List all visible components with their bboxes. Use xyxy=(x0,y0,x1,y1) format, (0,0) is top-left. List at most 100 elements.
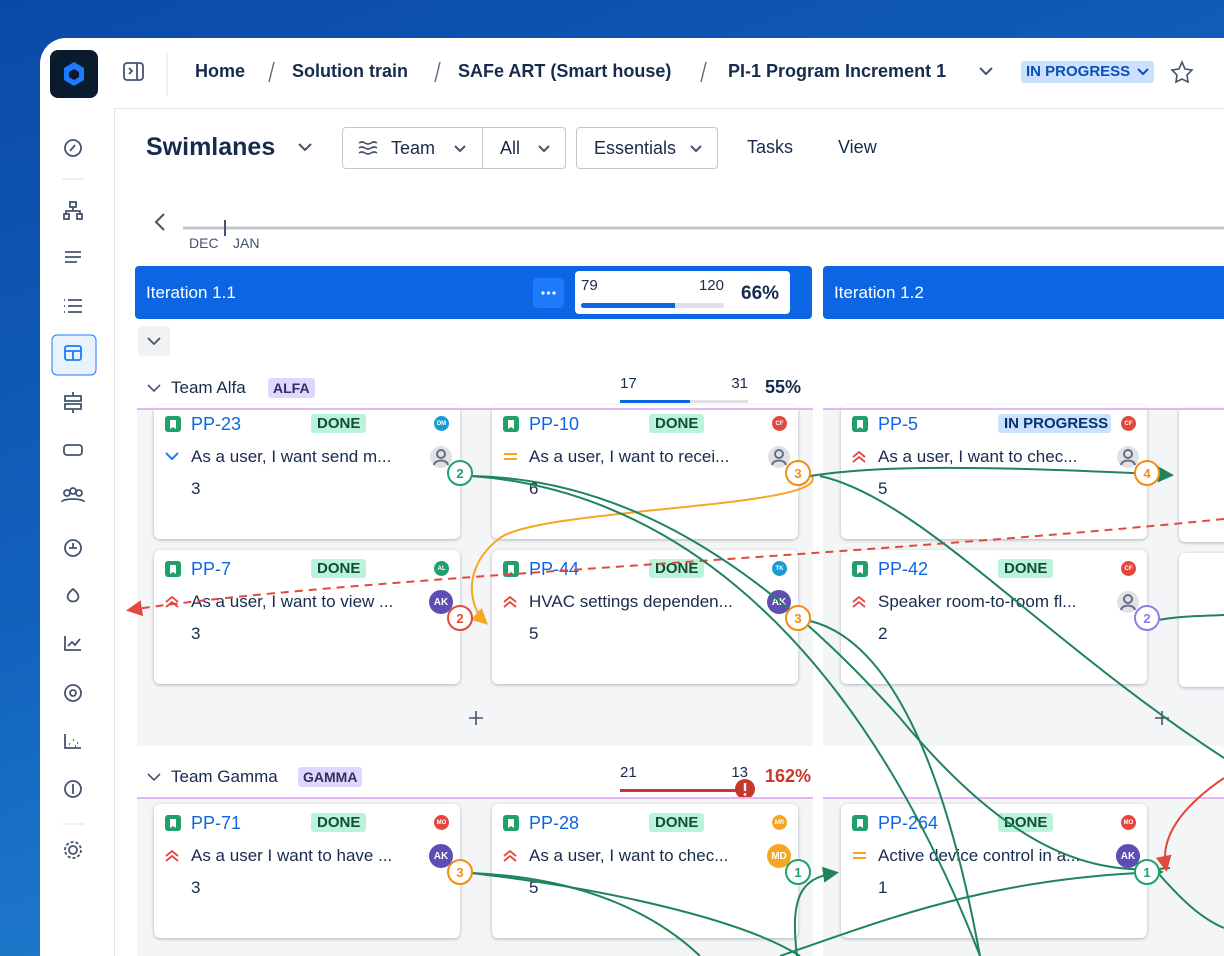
dependency-count[interactable]: 1 xyxy=(785,859,811,885)
warning-icon xyxy=(735,779,755,799)
issue-type-icon xyxy=(502,560,520,578)
tasks-button[interactable]: Tasks xyxy=(747,137,794,157)
filter-button[interactable]: All xyxy=(500,138,521,158)
group-button[interactable]: Team xyxy=(391,138,436,158)
story-points: 5 xyxy=(878,479,888,498)
priority-icon xyxy=(502,848,518,864)
breadcrumb-item[interactable]: Home xyxy=(195,61,246,81)
issue-summary: As a user, I want to recei... xyxy=(529,447,730,466)
status-badge: DONE xyxy=(649,559,705,578)
dependency-count[interactable]: 3 xyxy=(785,460,811,486)
issue-summary: As a user, I want to chec... xyxy=(529,846,729,865)
progress-track xyxy=(620,789,748,792)
dependency-count[interactable]: 3 xyxy=(447,859,473,885)
app-logo[interactable] xyxy=(50,50,98,98)
reporter-avatar: DM xyxy=(434,416,449,431)
card[interactable]: PP-71 DONE MO As a user I want to have ... A… xyxy=(154,804,473,938)
progress-track xyxy=(581,303,724,308)
iteration-header: Iteration 1.2 xyxy=(823,266,1224,319)
view-button[interactable]: View xyxy=(838,137,877,157)
issue-key[interactable]: PP-28 xyxy=(529,813,580,833)
issue-key[interactable]: PP-5 xyxy=(878,414,919,434)
reporter-avatar: CF xyxy=(1121,561,1136,576)
collapse-chevron xyxy=(146,380,162,396)
issue-summary: As a user, I want send m... xyxy=(191,447,392,466)
selected-nav[interactable] xyxy=(51,334,97,376)
chevron xyxy=(298,143,312,152)
story-points: 6 xyxy=(529,479,539,498)
status-badge: DONE xyxy=(311,414,367,433)
team-gap xyxy=(813,797,823,956)
issue-summary: As a user I want to have ... xyxy=(191,846,393,865)
done-count: 17 xyxy=(620,375,637,392)
breadcrumb-item[interactable]: Solution train xyxy=(292,61,408,81)
issue-key[interactable]: PP-264 xyxy=(878,813,939,833)
done-count: 79 xyxy=(581,277,598,294)
priority-icon xyxy=(164,848,180,864)
status-badge: DONE xyxy=(649,414,705,433)
issue-key[interactable]: PP-44 xyxy=(529,559,580,579)
assignee-avatar xyxy=(1116,445,1140,469)
dependency-count[interactable]: 2 xyxy=(447,605,473,631)
issue-key[interactable]: PP-42 xyxy=(878,559,929,579)
total-count: 31 xyxy=(731,375,748,392)
collapse-chevron xyxy=(146,769,162,785)
team-name[interactable]: Team Gamma xyxy=(171,767,278,786)
breadcrumb-item[interactable]: SAFe ART (Smart house) xyxy=(458,61,672,81)
dependency-count[interactable]: 3 xyxy=(785,605,811,631)
topbar-icons xyxy=(123,53,1194,95)
issue-key[interactable]: PP-10 xyxy=(529,414,580,434)
percent: 162% xyxy=(765,766,812,786)
sidebar xyxy=(40,108,115,956)
card[interactable]: PP-42 DONE CF Speaker room-to-room fl... 2 2 xyxy=(841,550,1160,684)
issue-key[interactable]: PP-7 xyxy=(191,559,232,579)
reporter-avatar: MO xyxy=(1121,815,1136,830)
team-name[interactable]: Team Alfa xyxy=(171,378,246,397)
progress-track xyxy=(620,400,748,403)
progress-fill xyxy=(581,303,676,308)
view-title[interactable]: Swimlanes xyxy=(146,133,276,161)
reporter-avatar: TK xyxy=(772,561,787,576)
story-points: 3 xyxy=(191,878,201,897)
card[interactable]: PP-44 DONE TK HVAC settings dependen... AK 3 5 xyxy=(492,550,811,684)
preset-button[interactable]: Essentials xyxy=(576,127,718,169)
iteration-progress: 79 120 66% xyxy=(575,271,790,314)
status-badge: DONE xyxy=(311,813,367,832)
card[interactable]: PP-5 IN PROGRESS CF As a user, I want to ch… xyxy=(841,405,1160,539)
team-gap xyxy=(813,408,823,746)
dependency-count[interactable]: 2 xyxy=(447,460,473,486)
card[interactable]: PP-23 DONE DM As a user, I want send m... 2 3 xyxy=(154,405,473,539)
topbar-border xyxy=(114,108,1224,109)
logo-icon xyxy=(64,62,84,86)
issue-key[interactable]: PP-71 xyxy=(191,813,242,833)
dependency-count[interactable]: 4 xyxy=(1134,460,1160,486)
card xyxy=(1179,408,1224,542)
card[interactable]: PP-264 DONE MO Active device control in a..… xyxy=(841,804,1160,938)
card[interactable]: PP-7 DONE AL As a user, I want to view ... A… xyxy=(154,550,473,684)
dependency-count[interactable]: 2 xyxy=(1134,605,1160,631)
reporter-avatar: MO xyxy=(434,815,449,830)
breadcrumb-item[interactable]: PI-1 Program Increment 1 xyxy=(728,61,947,81)
issue-key[interactable]: PP-23 xyxy=(191,414,242,434)
reporter-avatar: AL xyxy=(434,561,449,576)
priority-icon xyxy=(851,449,867,465)
collapse-button[interactable] xyxy=(138,326,170,356)
status-text: IN PROGRESS xyxy=(1026,63,1131,80)
issue-type-icon xyxy=(164,560,182,578)
dependency-count[interactable]: 1 xyxy=(1134,859,1160,885)
story-points: 5 xyxy=(529,624,539,643)
priority-icon xyxy=(502,449,518,465)
issue-summary: Active device control in a... xyxy=(878,846,1081,865)
card[interactable]: PP-28 DONE MR As a user, I want to chec... M… xyxy=(492,804,811,938)
preset-label: Essentials xyxy=(594,138,677,158)
board: Iteration 1.1 79 120 66% Iteration 1.2 Team A… xyxy=(40,38,1224,956)
status-badge: DONE xyxy=(998,813,1054,832)
iteration-menu[interactable] xyxy=(533,278,564,308)
status-badge: DONE xyxy=(998,559,1054,578)
timeline-label: JAN xyxy=(233,235,260,251)
card[interactable]: PP-10 DONE CF As a user, I want to recei...… xyxy=(492,405,811,539)
status-badge[interactable]: IN PROGRESS xyxy=(1021,61,1155,83)
priority-icon xyxy=(851,594,867,610)
issue-type-icon xyxy=(164,814,182,832)
